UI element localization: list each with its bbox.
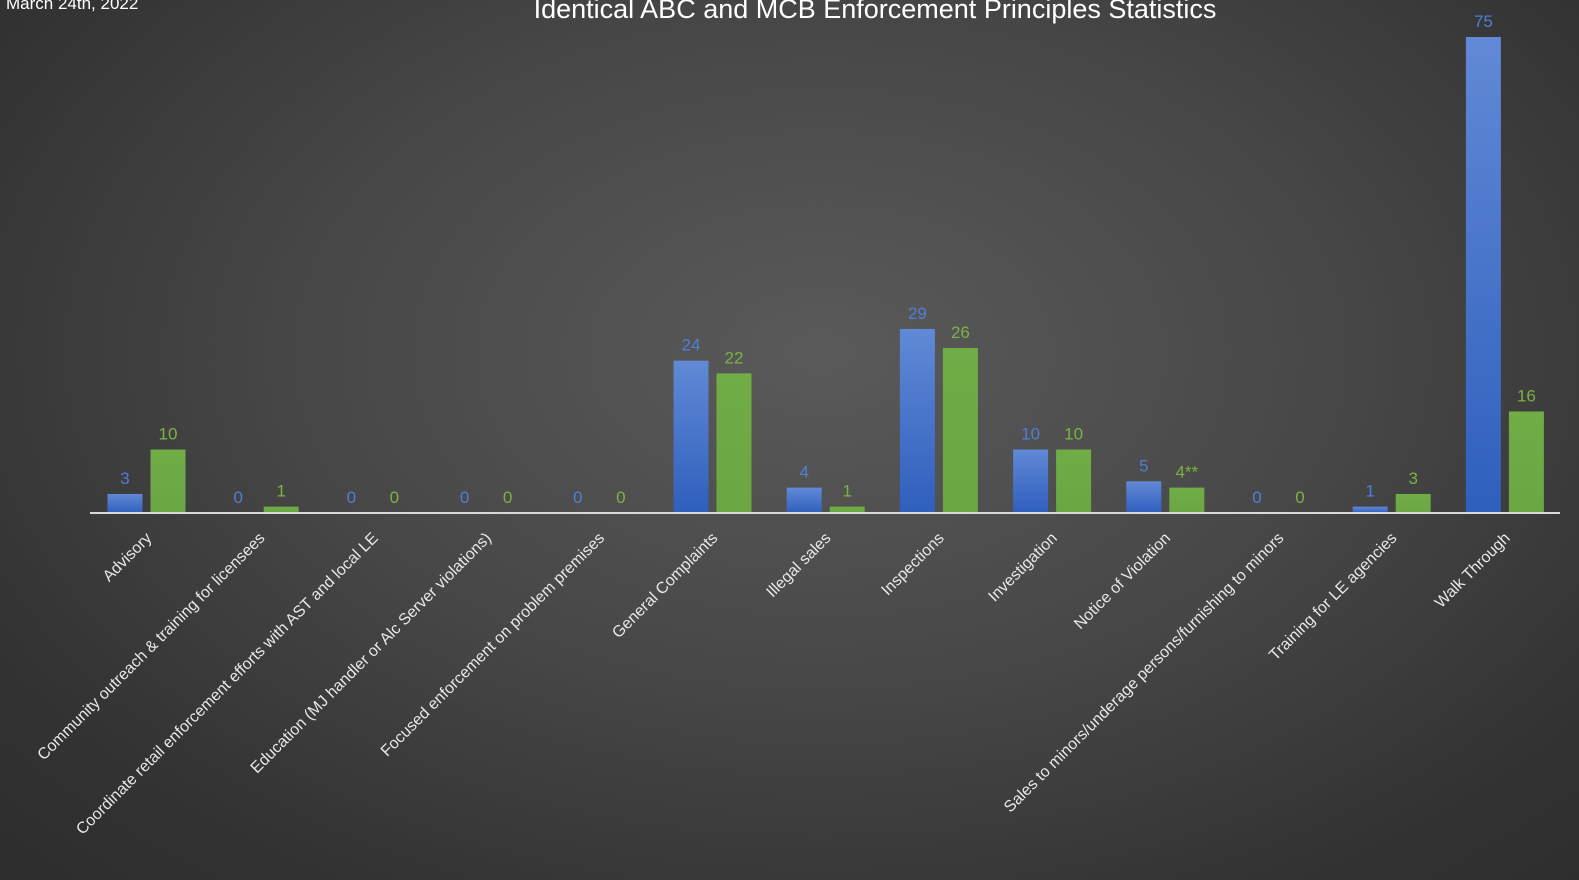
data-label-series2-1: 1	[276, 482, 285, 501]
bar-series2-5	[716, 373, 752, 513]
bar-series2-7	[942, 347, 978, 513]
category-label-9: Notice of Violation	[1071, 530, 1174, 633]
bar-series1-12	[1465, 37, 1501, 513]
category-label-5: General Complaints	[609, 530, 721, 642]
data-label-series2-7: 26	[951, 323, 970, 342]
bar-series1-8	[1013, 449, 1049, 513]
category-label-10: Sales to minors/underage persons/furnish…	[1001, 530, 1287, 816]
bar-series2-6	[829, 506, 865, 513]
bar-series2-1	[263, 506, 299, 513]
bar-series1-0	[107, 493, 143, 513]
category-label-3: Education (MJ handler or Alc Server viol…	[248, 530, 495, 777]
bar-series2-9	[1169, 487, 1205, 513]
category-label-8: Investigation	[985, 530, 1061, 606]
data-label-series2-0: 10	[159, 425, 178, 444]
bar-series2-8	[1056, 449, 1092, 513]
data-label-series1-10: 0	[1252, 488, 1261, 507]
data-label-series1-9: 5	[1139, 456, 1148, 475]
data-label-series1-6: 4	[799, 463, 808, 482]
bar-series2-11	[1395, 493, 1431, 513]
bar-series1-6	[786, 487, 822, 513]
bar-series1-9	[1126, 481, 1162, 513]
data-label-series1-4: 0	[573, 488, 582, 507]
data-label-series2-10: 0	[1295, 488, 1304, 507]
data-label-series1-8: 10	[1021, 425, 1040, 444]
data-label-series2-5: 22	[725, 348, 744, 367]
category-label-1: Community outreach & training for licens…	[35, 530, 269, 764]
bar-series2-12	[1508, 411, 1544, 513]
category-label-7: Inspections	[878, 530, 947, 599]
bar-series1-11	[1352, 506, 1388, 513]
data-label-series2-3: 0	[503, 488, 512, 507]
data-label-series1-1: 0	[233, 488, 242, 507]
data-label-series1-0: 3	[120, 469, 129, 488]
category-label-12: Walk Through	[1432, 530, 1514, 612]
category-label-0: Advisory	[100, 530, 155, 585]
data-label-series1-3: 0	[460, 488, 469, 507]
data-label-series1-11: 1	[1365, 482, 1374, 501]
chart-date: March 24th, 2022	[6, 0, 139, 13]
bar-series2-0	[150, 449, 186, 513]
category-label-4: Focused enforcement on problem premises	[378, 530, 608, 760]
data-label-series1-7: 29	[908, 304, 927, 323]
data-label-series1-12: 75	[1474, 12, 1493, 31]
category-label-6: Illegal sales	[763, 530, 834, 601]
data-label-series2-12: 16	[1517, 386, 1536, 405]
data-label-series2-8: 10	[1064, 425, 1083, 444]
data-label-series1-5: 24	[682, 336, 701, 355]
data-label-series2-9: 4**	[1175, 463, 1198, 482]
data-label-series2-2: 0	[390, 488, 399, 507]
bar-series1-7	[899, 328, 935, 513]
bar-series1-5	[673, 360, 709, 513]
category-label-11: Training for LE agencies	[1266, 530, 1400, 664]
chart-title: Identical ABC and MCB Enforcement Princi…	[533, 0, 1217, 24]
data-label-series2-4: 0	[616, 488, 625, 507]
data-label-series1-2: 0	[347, 488, 356, 507]
data-label-series2-11: 3	[1408, 469, 1417, 488]
data-label-series2-6: 1	[842, 482, 851, 501]
